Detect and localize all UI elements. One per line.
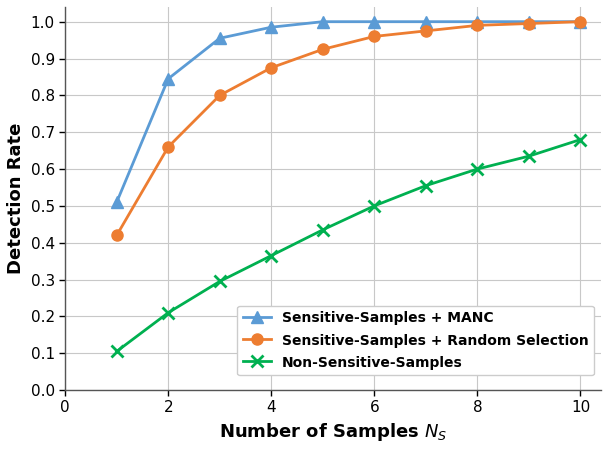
Sensitive-Samples + Random Selection	[165, 144, 172, 150]
Non-Sensitive-Samples	[371, 203, 378, 209]
Sensitive-Samples + Random Selection	[577, 19, 584, 24]
Sensitive-Samples + Random Selection	[474, 22, 481, 28]
Sensitive-Samples + MANC	[216, 36, 223, 41]
Non-Sensitive-Samples	[474, 166, 481, 172]
Non-Sensitive-Samples	[525, 153, 533, 159]
Sensitive-Samples + MANC	[268, 24, 275, 30]
X-axis label: Number of Samples $N_S$: Number of Samples $N_S$	[219, 421, 447, 443]
Sensitive-Samples + Random Selection	[525, 21, 533, 26]
Non-Sensitive-Samples	[165, 310, 172, 315]
Non-Sensitive-Samples	[422, 183, 429, 188]
Sensitive-Samples + MANC	[525, 19, 533, 24]
Sensitive-Samples + MANC	[577, 19, 584, 24]
Sensitive-Samples + Random Selection	[371, 34, 378, 39]
Non-Sensitive-Samples	[319, 227, 326, 233]
Non-Sensitive-Samples	[268, 253, 275, 258]
Sensitive-Samples + MANC	[113, 199, 120, 205]
Sensitive-Samples + MANC	[165, 76, 172, 81]
Sensitive-Samples + MANC	[319, 19, 326, 24]
Sensitive-Samples + Random Selection	[113, 233, 120, 238]
Non-Sensitive-Samples	[216, 279, 223, 284]
Sensitive-Samples + Random Selection	[216, 93, 223, 98]
Line: Sensitive-Samples + MANC: Sensitive-Samples + MANC	[111, 16, 586, 208]
Sensitive-Samples + MANC	[422, 19, 429, 24]
Non-Sensitive-Samples	[577, 137, 584, 142]
Sensitive-Samples + Random Selection	[268, 65, 275, 71]
Y-axis label: Detection Rate: Detection Rate	[7, 123, 25, 274]
Sensitive-Samples + Random Selection	[319, 47, 326, 52]
Sensitive-Samples + MANC	[371, 19, 378, 24]
Line: Non-Sensitive-Samples: Non-Sensitive-Samples	[111, 134, 586, 357]
Sensitive-Samples + Random Selection	[422, 28, 429, 34]
Legend: Sensitive-Samples + MANC, Sensitive-Samples + Random Selection, Non-Sensitive-Sa: Sensitive-Samples + MANC, Sensitive-Samp…	[237, 306, 594, 375]
Non-Sensitive-Samples	[113, 349, 120, 354]
Line: Sensitive-Samples + Random Selection: Sensitive-Samples + Random Selection	[111, 16, 586, 241]
Sensitive-Samples + MANC	[474, 19, 481, 24]
